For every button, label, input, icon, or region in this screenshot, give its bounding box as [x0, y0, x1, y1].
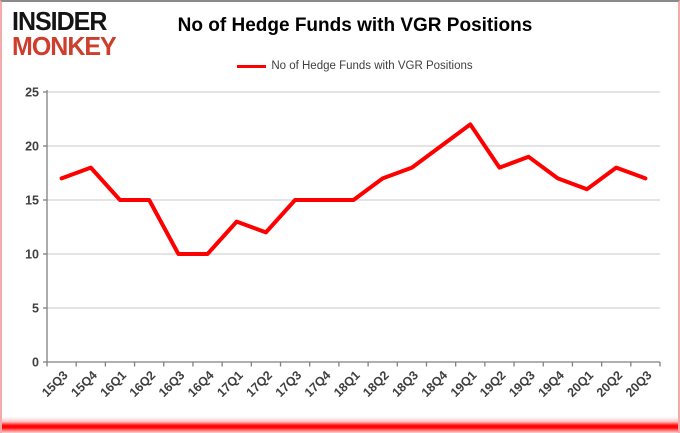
series-line: [59, 122, 648, 256]
y-tick-label: 10: [25, 248, 39, 262]
insider-monkey-logo: INSIDER MONKEY: [12, 6, 117, 62]
legend: No of Hedge Funds with VGR Positions: [42, 60, 668, 72]
x-tick-label: 17Q3: [273, 368, 305, 400]
x-tick-label: 19Q4: [535, 368, 567, 400]
x-tick-label: 18Q2: [360, 368, 392, 400]
x-tick-label: 15Q4: [68, 368, 100, 400]
chart-title: No of Hedge Funds with VGR Positions: [177, 15, 533, 36]
x-tick-label: 18Q4: [419, 368, 451, 400]
x-tick-label: 20Q1: [565, 368, 597, 400]
x-tick-label: 20Q2: [594, 368, 626, 400]
legend-label: No of Hedge Funds with VGR Positions: [271, 60, 473, 72]
legend-line-swatch: [237, 64, 267, 68]
x-tick-label: 17Q4: [302, 368, 334, 400]
x-tick-label: 19Q1: [448, 368, 480, 400]
x-tick-label: 20Q3: [623, 368, 655, 400]
x-tick-label: 17Q1: [214, 368, 246, 400]
y-tick-label: 15: [25, 194, 39, 208]
x-tick-label: 15Q3: [39, 368, 71, 400]
x-tick-label: 18Q3: [389, 368, 421, 400]
x-tick-label: 16Q4: [185, 368, 217, 400]
x-tick-label: 16Q2: [127, 368, 159, 400]
logo-line-insider: INSIDER: [12, 6, 107, 37]
x-tick-label: 16Q1: [98, 368, 130, 400]
x-tick-label: 19Q2: [477, 368, 509, 400]
y-tick-label: 5: [32, 302, 39, 316]
logo-line-monkey: MONKEY: [12, 31, 117, 62]
y-tick-label: 0: [32, 356, 39, 370]
y-tick-label: 20: [25, 140, 39, 154]
x-tick-label: 18Q1: [331, 368, 363, 400]
x-tick-label: 19Q3: [506, 368, 538, 400]
y-tick-label: 25: [25, 86, 39, 100]
x-tick-label: 16Q3: [156, 368, 188, 400]
x-tick-label: 17Q2: [244, 368, 276, 400]
